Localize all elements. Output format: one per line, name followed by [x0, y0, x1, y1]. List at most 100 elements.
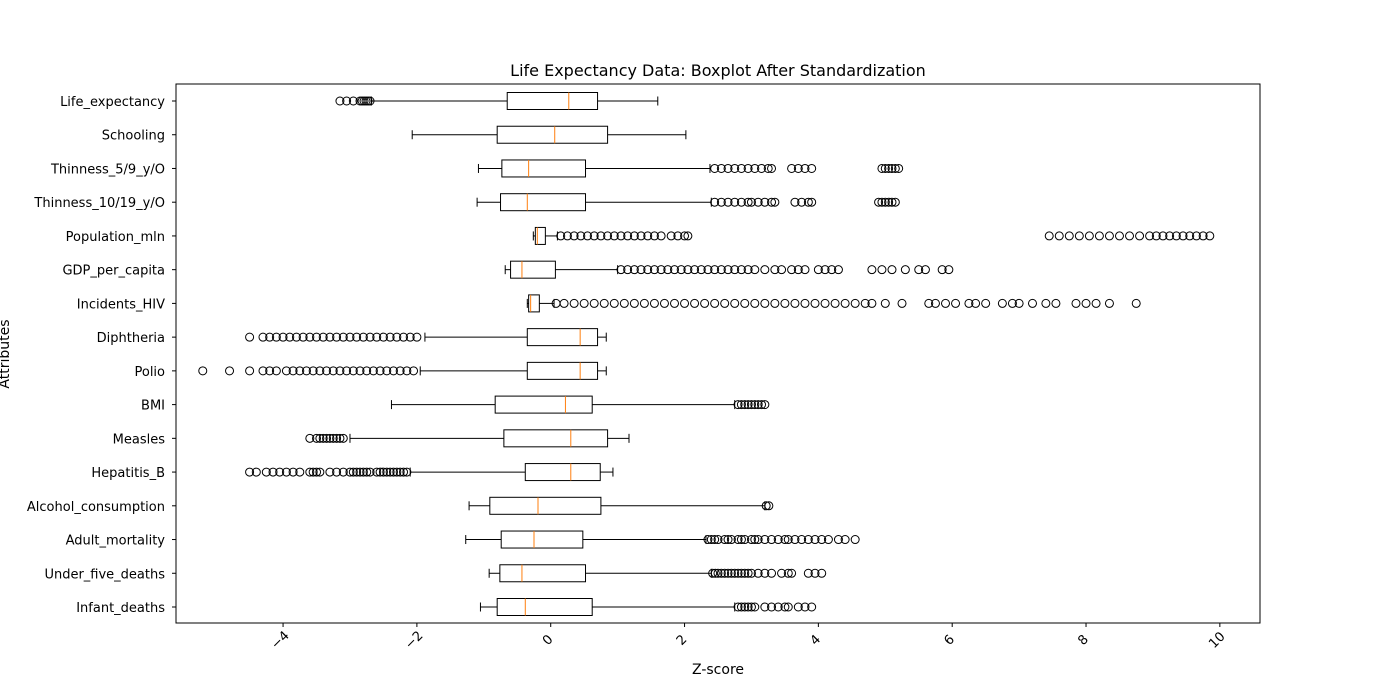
outlier-point [760, 400, 770, 410]
outlier-point [803, 535, 813, 545]
plot-area-frame [175, 83, 1261, 624]
outlier-point [736, 265, 746, 275]
outlier-point [971, 298, 981, 308]
outlier-point [770, 298, 780, 308]
x-tick-label: 6 [941, 632, 957, 648]
outlier-point [880, 197, 890, 207]
outlier-point [726, 535, 736, 545]
outlier-point [395, 366, 405, 376]
outlier-point [1007, 298, 1017, 308]
outlier-point [887, 163, 897, 173]
outlier-point [392, 467, 402, 477]
outlier-point [305, 433, 315, 443]
x-tick-label: −4 [269, 628, 293, 652]
outlier-point [680, 298, 690, 308]
outlier-point [345, 467, 355, 477]
outlier-point [874, 197, 884, 207]
outlier-point [1071, 298, 1081, 308]
y-tick-label: Schooling [102, 129, 165, 144]
boxplot-Diphtheria [245, 328, 607, 347]
outlier-point [790, 535, 800, 545]
outlier-point [402, 366, 412, 376]
outlier-point [830, 298, 840, 308]
outlier-point [823, 535, 833, 545]
outlier-point [649, 231, 659, 241]
outlier-point [392, 332, 402, 342]
outlier-point [720, 298, 730, 308]
outlier-point [793, 602, 803, 612]
outlier-point [730, 265, 740, 275]
outlier-point [833, 265, 843, 275]
outlier-point [583, 231, 593, 241]
outlier-point [271, 366, 281, 376]
outlier-point [295, 467, 305, 477]
outlier-point [372, 467, 382, 477]
outlier-point [352, 332, 362, 342]
outlier-point [723, 265, 733, 275]
outlier-point [325, 467, 335, 477]
outlier-point [743, 197, 753, 207]
outlier-point [877, 265, 887, 275]
outlier-point [623, 231, 633, 241]
outlier-point [753, 400, 763, 410]
outlier-point [1014, 298, 1024, 308]
outlier-point [265, 332, 275, 342]
outlier-point [746, 602, 756, 612]
outlier-point [793, 163, 803, 173]
outlier-point [773, 602, 783, 612]
x-tick-label: 2 [674, 632, 690, 648]
outlier-point [261, 467, 271, 477]
box-iqr [510, 260, 556, 279]
outlier-point [746, 400, 756, 410]
outlier-point [1165, 231, 1175, 241]
outlier-point [332, 433, 342, 443]
outlier-point [589, 298, 599, 308]
x-tick-label: −2 [402, 628, 426, 652]
outlier-point [308, 366, 318, 376]
outlier-point [569, 298, 579, 308]
outlier-point [733, 602, 743, 612]
outlier-point [328, 433, 338, 443]
outlier-point [743, 400, 753, 410]
y-tick-label: GDP_per_capita [62, 264, 165, 279]
outlier-point [720, 568, 730, 578]
outlier-point [723, 568, 733, 578]
box-iqr [489, 496, 602, 515]
outlier-point [723, 535, 733, 545]
outlier-point [813, 265, 823, 275]
outlier-point [981, 298, 991, 308]
outlier-point [375, 467, 385, 477]
outlier-point [1125, 231, 1135, 241]
outlier-point [770, 265, 780, 275]
outlier-point [305, 332, 315, 342]
outlier-point [1178, 231, 1188, 241]
outlier-point [733, 535, 743, 545]
outlier-point [399, 332, 409, 342]
outlier-point [225, 366, 235, 376]
outlier-point [676, 265, 686, 275]
outlier-point [743, 602, 753, 612]
outlier-point [365, 332, 375, 342]
outlier-point [710, 163, 720, 173]
outlier-point [756, 163, 766, 173]
outlier-point [399, 467, 409, 477]
outlier-point [924, 298, 934, 308]
outlier-point [736, 197, 746, 207]
outlier-point [352, 467, 362, 477]
outlier-point [833, 535, 843, 545]
outlier-point [355, 467, 365, 477]
outlier-point [388, 467, 398, 477]
outlier-point [1191, 231, 1201, 241]
outlier-point [720, 535, 730, 545]
outlier-point [723, 163, 733, 173]
outlier-point [787, 163, 797, 173]
outlier-point [576, 231, 586, 241]
outlier-point [964, 298, 974, 308]
outlier-point [726, 568, 736, 578]
outlier-point [409, 366, 419, 376]
boxplot-BMI [390, 395, 770, 414]
y-tick-label: BMI [141, 399, 165, 414]
outlier-point [897, 298, 907, 308]
outlier-point [900, 265, 910, 275]
